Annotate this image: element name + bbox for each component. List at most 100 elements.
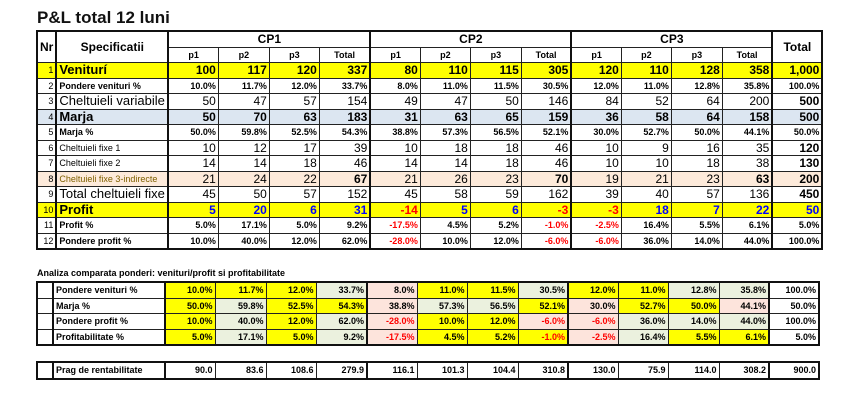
- value-cell[interactable]: 200: [721, 93, 774, 110]
- header-p3[interactable]: p3: [469, 46, 522, 63]
- row-label[interactable]: Cheltuieli fixe 3-indirecte: [55, 170, 170, 187]
- header-specificatii[interactable]: Specificatii: [55, 30, 170, 63]
- value-cell[interactable]: 5.0%: [164, 328, 216, 346]
- value-cell[interactable]: 38: [721, 155, 774, 172]
- value-cell[interactable]: 115: [469, 62, 522, 79]
- value-cell[interactable]: 5.0%: [771, 217, 823, 234]
- value-cell[interactable]: 14.0%: [670, 232, 723, 250]
- value-cell[interactable]: 10.0%: [419, 232, 471, 250]
- value-cell[interactable]: 36.0%: [617, 313, 669, 330]
- value-cell[interactable]: 70: [217, 108, 270, 125]
- value-cell[interactable]: 23: [670, 170, 723, 187]
- value-cell[interactable]: -6.0%: [517, 313, 569, 330]
- value-cell[interactable]: 36.0%: [620, 232, 672, 250]
- value-cell[interactable]: 12.0%: [567, 281, 619, 299]
- value-cell[interactable]: 46: [318, 155, 372, 172]
- value-cell[interactable]: 80: [369, 62, 421, 79]
- value-cell[interactable]: 11.7%: [214, 281, 267, 299]
- value-cell[interactable]: 50: [217, 186, 270, 203]
- value-cell[interactable]: 22: [721, 201, 774, 218]
- row-number[interactable]: 7: [36, 155, 58, 172]
- value-cell[interactable]: 20: [217, 201, 270, 218]
- value-cell[interactable]: 31: [369, 108, 421, 125]
- value-cell[interactable]: 45: [369, 186, 421, 203]
- value-cell[interactable]: 358: [721, 62, 774, 79]
- value-cell[interactable]: 9.2%: [318, 217, 372, 234]
- value-cell[interactable]: 114.0: [667, 361, 720, 379]
- value-cell[interactable]: 9: [620, 139, 672, 156]
- value-cell[interactable]: 10: [369, 139, 421, 156]
- value-cell[interactable]: 500: [771, 108, 823, 125]
- value-cell[interactable]: 11.5%: [469, 77, 522, 94]
- header-total[interactable]: Total: [318, 46, 372, 63]
- value-cell[interactable]: -6.0%: [567, 313, 619, 330]
- value-cell[interactable]: 63: [419, 108, 471, 125]
- value-cell[interactable]: 75.9: [617, 361, 669, 379]
- value-cell[interactable]: 46: [520, 139, 573, 156]
- value-cell[interactable]: 12.0%: [466, 313, 519, 330]
- value-cell[interactable]: 52.1%: [520, 124, 573, 141]
- value-cell[interactable]: 11.5%: [466, 281, 519, 299]
- value-cell[interactable]: 39: [570, 186, 622, 203]
- header-group-cp2[interactable]: CP2: [369, 30, 573, 48]
- row-number[interactable]: [36, 313, 54, 330]
- value-cell[interactable]: 12.0%: [265, 281, 317, 299]
- value-cell[interactable]: 17.1%: [217, 217, 270, 234]
- value-cell[interactable]: 450: [771, 186, 823, 203]
- value-cell[interactable]: 84: [570, 93, 622, 110]
- value-cell[interactable]: 10: [620, 155, 672, 172]
- value-cell[interactable]: 50.0%: [164, 297, 216, 314]
- value-cell[interactable]: 56.5%: [466, 297, 519, 314]
- value-cell[interactable]: 183: [318, 108, 372, 125]
- header-group-cp3[interactable]: CP3: [570, 30, 774, 48]
- value-cell[interactable]: 44.0%: [718, 313, 770, 330]
- value-cell[interactable]: 11.7%: [217, 77, 270, 94]
- value-cell[interactable]: 35: [721, 139, 774, 156]
- value-cell[interactable]: 12: [217, 139, 270, 156]
- value-cell[interactable]: 52.5%: [268, 124, 320, 141]
- value-cell[interactable]: 14.0%: [667, 313, 720, 330]
- value-cell[interactable]: 44.1%: [721, 124, 774, 141]
- row-label[interactable]: Marja %: [52, 297, 166, 314]
- value-cell[interactable]: 5.0%: [268, 217, 320, 234]
- value-cell[interactable]: 35.8%: [721, 77, 774, 94]
- header-p2[interactable]: p2: [419, 46, 471, 63]
- value-cell[interactable]: 40: [620, 186, 672, 203]
- row-label[interactable]: Marja: [55, 108, 170, 125]
- value-cell[interactable]: -28.0%: [366, 313, 418, 330]
- value-cell[interactable]: 14: [217, 155, 270, 172]
- value-cell[interactable]: 200: [771, 170, 823, 187]
- value-cell[interactable]: 54.3%: [315, 297, 368, 314]
- row-label[interactable]: Pondere venituri %: [55, 77, 170, 94]
- value-cell[interactable]: 58: [620, 108, 672, 125]
- value-cell[interactable]: 70: [520, 170, 573, 187]
- value-cell[interactable]: 154: [318, 93, 372, 110]
- value-cell[interactable]: 100.0%: [768, 313, 820, 330]
- value-cell[interactable]: 308.2: [718, 361, 770, 379]
- value-cell[interactable]: 67: [318, 170, 372, 187]
- value-cell[interactable]: 52: [620, 93, 672, 110]
- value-cell[interactable]: 12.0%: [570, 77, 622, 94]
- header-total[interactable]: Total: [771, 30, 823, 63]
- value-cell[interactable]: 10.0%: [167, 77, 219, 94]
- value-cell[interactable]: 14: [369, 155, 421, 172]
- value-cell[interactable]: 18: [670, 155, 723, 172]
- value-cell[interactable]: 52.5%: [265, 297, 317, 314]
- value-cell[interactable]: 14: [167, 155, 219, 172]
- value-cell[interactable]: 24: [217, 170, 270, 187]
- value-cell[interactable]: 18: [419, 139, 471, 156]
- value-cell[interactable]: 59: [469, 186, 522, 203]
- header-total[interactable]: Total: [520, 46, 573, 63]
- value-cell[interactable]: -14: [369, 201, 421, 218]
- value-cell[interactable]: 46: [520, 155, 573, 172]
- value-cell[interactable]: 120: [570, 62, 622, 79]
- value-cell[interactable]: 4.5%: [419, 217, 471, 234]
- value-cell[interactable]: 30.5%: [520, 77, 573, 94]
- value-cell[interactable]: 50.0%: [670, 124, 723, 141]
- value-cell[interactable]: 128: [670, 62, 723, 79]
- value-cell[interactable]: 11.0%: [416, 281, 468, 299]
- value-cell[interactable]: -1.0%: [517, 328, 569, 346]
- row-number[interactable]: 9: [36, 186, 58, 203]
- value-cell[interactable]: 57: [670, 186, 723, 203]
- value-cell[interactable]: 900.0: [768, 361, 820, 379]
